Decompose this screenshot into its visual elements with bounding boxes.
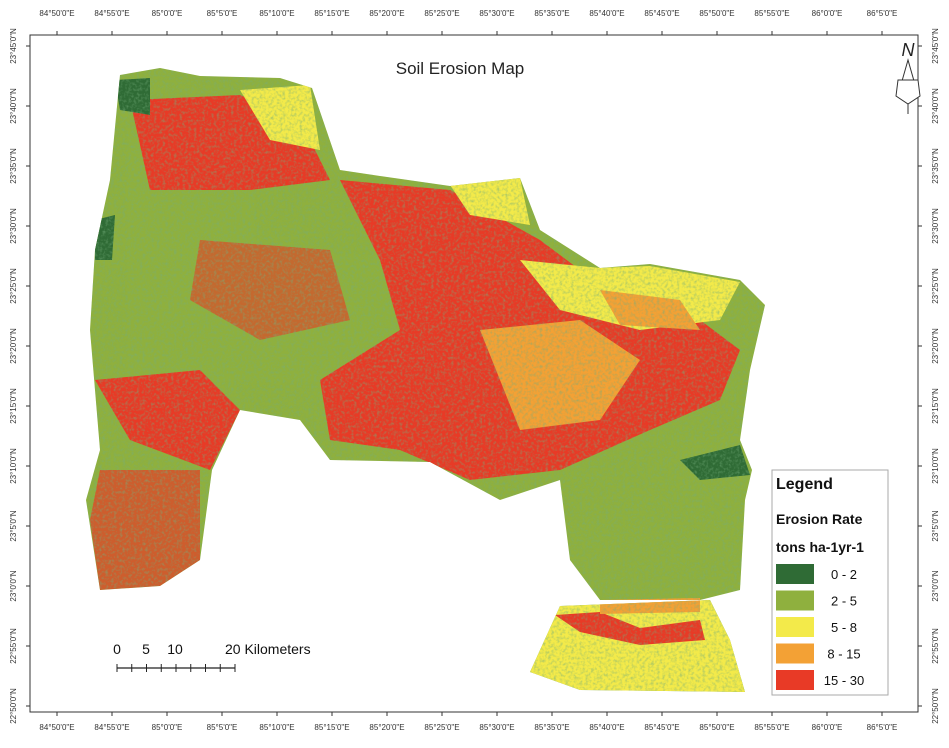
longitude-label: 85°10'0"E (259, 9, 294, 18)
latitude-label: 23°20'0"N (931, 328, 940, 364)
legend-swatch (776, 617, 814, 637)
legend-label: 5 - 8 (831, 620, 857, 635)
latitude-label: 23°25'0"N (931, 268, 940, 304)
longitude-label: 85°0'0"E (152, 723, 183, 732)
scale-label: 10 (167, 641, 183, 657)
legend-label: 15 - 30 (824, 673, 864, 688)
latitude-label: 23°5'0"N (931, 510, 940, 541)
scale-label: 20 Kilometers (225, 641, 311, 657)
longitude-label: 85°5'0"E (207, 723, 238, 732)
longitude-label: 85°45'0"E (644, 9, 679, 18)
latitude-label: 22°50'0"N (9, 688, 18, 724)
latitude-label: 23°10'0"N (9, 448, 18, 484)
longitude-label: 86°0'0"E (812, 9, 843, 18)
longitude-label: 85°55'0"E (754, 9, 789, 18)
latitude-label: 23°10'0"N (931, 448, 940, 484)
longitude-label: 85°5'0"E (207, 9, 238, 18)
latitude-label: 22°55'0"N (9, 628, 18, 664)
latitude-label: 23°30'0"N (931, 208, 940, 244)
latitude-label: 23°35'0"N (9, 148, 18, 184)
latitude-label: 23°35'0"N (931, 148, 940, 184)
longitude-label: 85°55'0"E (754, 723, 789, 732)
longitude-label: 85°50'0"E (699, 723, 734, 732)
north-arrow-base (895, 79, 921, 105)
longitude-label: 85°40'0"E (589, 723, 624, 732)
latitude-label: 22°55'0"N (931, 628, 940, 664)
longitude-label: 85°0'0"E (152, 9, 183, 18)
legend-subtitle: Erosion Rate (776, 511, 863, 527)
longitude-label: 85°50'0"E (699, 9, 734, 18)
latitude-label: 23°45'0"N (9, 28, 18, 64)
map-title: Soil Erosion Map (396, 59, 525, 78)
scale-label: 5 (142, 641, 150, 657)
longitude-label: 85°20'0"E (369, 723, 404, 732)
longitude-label: 84°50'0"E (39, 9, 74, 18)
latitude-label: 23°40'0"N (931, 88, 940, 124)
longitude-label: 85°30'0"E (479, 723, 514, 732)
longitude-label: 85°15'0"E (314, 723, 349, 732)
longitude-label: 86°5'0"E (867, 9, 898, 18)
latitude-label: 23°0'0"N (931, 570, 940, 601)
latitude-label: 23°15'0"N (931, 388, 940, 424)
legend-swatch (776, 670, 814, 690)
longitude-label: 84°55'0"E (94, 9, 129, 18)
legend-swatch (776, 643, 814, 664)
longitude-label: 85°20'0"E (369, 9, 404, 18)
legend-label: 8 - 15 (827, 647, 860, 662)
legend-unit: tons ha-1yr-1 (776, 539, 864, 555)
longitude-label: 85°15'0"E (314, 9, 349, 18)
latitude-label: 23°45'0"N (931, 28, 940, 64)
longitude-label: 85°40'0"E (589, 9, 624, 18)
longitude-label: 85°30'0"E (479, 9, 514, 18)
latitude-label: 23°30'0"N (9, 208, 18, 244)
latitude-label: 23°40'0"N (9, 88, 18, 124)
longitude-label: 85°10'0"E (259, 723, 294, 732)
latitude-label: 23°0'0"N (9, 570, 18, 601)
latitude-label: 22°50'0"N (931, 688, 940, 724)
longitude-label: 84°55'0"E (94, 723, 129, 732)
latitude-label: 23°25'0"N (9, 268, 18, 304)
longitude-label: 85°35'0"E (534, 9, 569, 18)
north-label: N (902, 40, 916, 60)
graticule: 84°50'0"E 84°50'0"E 84°55'0"E 84°55'0"E 85°0… (9, 9, 940, 732)
longitude-label: 86°5'0"E (867, 723, 898, 732)
scale-label: 0 (113, 641, 121, 657)
longitude-label: 86°0'0"E (812, 723, 843, 732)
longitude-label: 85°25'0"E (424, 723, 459, 732)
scale-bar: 0 5 10 20 Kilometers (113, 641, 311, 672)
legend-swatch (776, 590, 814, 611)
longitude-label: 84°50'0"E (39, 723, 74, 732)
latitude-label: 23°20'0"N (9, 328, 18, 364)
longitude-label: 85°45'0"E (644, 723, 679, 732)
legend: Legend Erosion Rate tons ha-1yr-1 0 - 2 2… (771, 469, 889, 696)
longitude-label: 85°25'0"E (424, 9, 459, 18)
legend-title: Legend (776, 476, 833, 493)
north-arrow: N (895, 40, 921, 114)
legend-label: 2 - 5 (831, 594, 857, 609)
latitude-label: 23°15'0"N (9, 388, 18, 424)
legend-label: 0 - 2 (831, 567, 857, 582)
legend-swatch (776, 564, 814, 584)
latitude-label: 23°5'0"N (9, 510, 18, 541)
longitude-label: 85°35'0"E (534, 723, 569, 732)
